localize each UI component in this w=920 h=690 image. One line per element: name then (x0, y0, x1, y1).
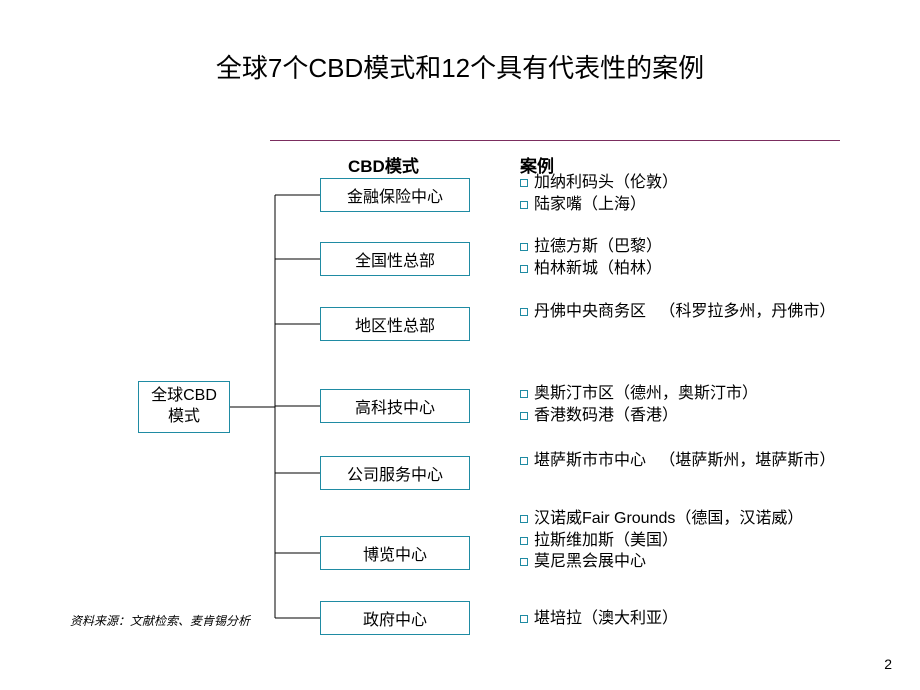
case-block: 奥斯汀市区（德州，奥斯汀市）香港数码港（香港） (520, 383, 900, 426)
root-node: 全球CBD模式 (138, 381, 230, 433)
bullet-icon (520, 243, 528, 251)
case-item: 陆家嘴（上海） (520, 194, 900, 216)
case-text: 汉诺威Fair Grounds（德国，汉诺威） (534, 508, 803, 530)
bullet-icon (520, 412, 528, 420)
source-note: 资料来源：文献检索、麦肯锡分析 (70, 612, 250, 629)
case-item: 堪培拉（澳大利亚） (520, 608, 900, 630)
mode-node: 金融保险中心 (320, 178, 470, 212)
bullet-icon (520, 558, 528, 566)
case-text: 堪萨斯市市中心 （堪萨斯州，堪萨斯市） (534, 450, 835, 472)
mode-node: 公司服务中心 (320, 456, 470, 490)
bullet-icon (520, 201, 528, 209)
case-item: 丹佛中央商务区 （科罗拉多州，丹佛市） (520, 301, 900, 323)
page-number: 2 (884, 656, 892, 672)
case-text: 拉斯维加斯（美国） (534, 530, 678, 552)
divider-line (270, 140, 840, 141)
case-item: 拉德方斯（巴黎） (520, 236, 900, 258)
page-title: 全球7个CBD模式和12个具有代表性的案例 (0, 48, 920, 85)
bullet-icon (520, 615, 528, 623)
case-text: 香港数码港（香港） (534, 405, 678, 427)
bullet-icon (520, 515, 528, 523)
case-block: 堪培拉（澳大利亚） (520, 608, 900, 630)
bullet-icon (520, 390, 528, 398)
case-text: 加纳利码头（伦敦） (534, 172, 678, 194)
case-block: 汉诺威Fair Grounds（德国，汉诺威）拉斯维加斯（美国）莫尼黑会展中心 (520, 508, 900, 573)
case-text: 陆家嘴（上海） (534, 194, 646, 216)
case-block: 堪萨斯市市中心 （堪萨斯州，堪萨斯市） (520, 450, 900, 472)
bullet-icon (520, 308, 528, 316)
case-item: 莫尼黑会展中心 (520, 551, 900, 573)
header-modes: CBD模式 (348, 152, 419, 177)
mode-node: 全国性总部 (320, 242, 470, 276)
case-item: 奥斯汀市区（德州，奥斯汀市） (520, 383, 900, 405)
mode-node: 地区性总部 (320, 307, 470, 341)
case-item: 加纳利码头（伦敦） (520, 172, 900, 194)
case-text: 柏林新城（柏林） (534, 258, 662, 280)
case-block: 丹佛中央商务区 （科罗拉多州，丹佛市） (520, 301, 900, 323)
case-block: 加纳利码头（伦敦）陆家嘴（上海） (520, 172, 900, 215)
case-block: 拉德方斯（巴黎）柏林新城（柏林） (520, 236, 900, 279)
case-item: 汉诺威Fair Grounds（德国，汉诺威） (520, 508, 900, 530)
bullet-icon (520, 265, 528, 273)
case-item: 拉斯维加斯（美国） (520, 530, 900, 552)
bullet-icon (520, 179, 528, 187)
case-text: 拉德方斯（巴黎） (534, 236, 662, 258)
case-text: 莫尼黑会展中心 (534, 551, 646, 573)
case-item: 香港数码港（香港） (520, 405, 900, 427)
connector-lines (0, 0, 920, 690)
mode-node: 博览中心 (320, 536, 470, 570)
bullet-icon (520, 457, 528, 465)
bullet-icon (520, 537, 528, 545)
case-text: 堪培拉（澳大利亚） (534, 608, 678, 630)
case-text: 丹佛中央商务区 （科罗拉多州，丹佛市） (534, 301, 835, 323)
mode-node: 政府中心 (320, 601, 470, 635)
case-item: 柏林新城（柏林） (520, 258, 900, 280)
case-item: 堪萨斯市市中心 （堪萨斯州，堪萨斯市） (520, 450, 900, 472)
case-text: 奥斯汀市区（德州，奥斯汀市） (534, 383, 758, 405)
mode-node: 高科技中心 (320, 389, 470, 423)
